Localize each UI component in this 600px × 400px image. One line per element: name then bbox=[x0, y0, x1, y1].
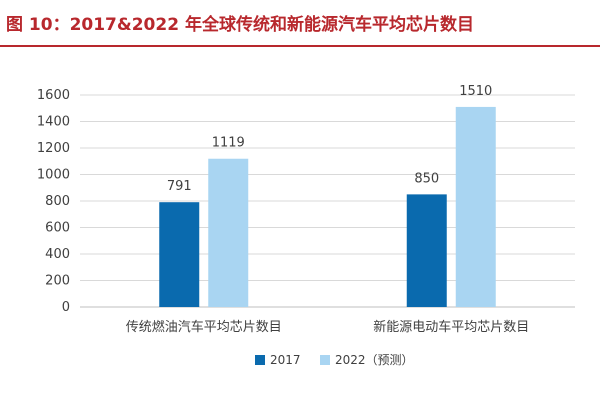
title-divider bbox=[0, 45, 600, 47]
y-tick-label: 1400 bbox=[37, 115, 70, 130]
page-title: 图 10：2017&2022 年全球传统和新能源汽车平均芯片数目 bbox=[6, 15, 474, 35]
data-label: 850 bbox=[414, 171, 439, 186]
data-label: 791 bbox=[167, 179, 192, 194]
data-label: 1119 bbox=[212, 136, 245, 151]
legend: 2017 2022（预测） bbox=[255, 353, 414, 367]
legend-label: 2022（预测） bbox=[335, 353, 414, 367]
data-label: 1510 bbox=[459, 84, 492, 99]
y-tick-label: 400 bbox=[45, 247, 70, 262]
bar bbox=[208, 158, 249, 307]
data-labels: 791 1119 850 1510 bbox=[167, 84, 492, 194]
y-tick-label: 800 bbox=[45, 194, 70, 209]
y-axis-ticks: 0 200 400 600 800 1000 1200 1400 1600 bbox=[37, 88, 70, 315]
y-tick-label: 1600 bbox=[37, 88, 70, 103]
y-tick-label: 1200 bbox=[37, 141, 70, 156]
y-tick-label: 200 bbox=[45, 274, 70, 289]
x-axis-categories: 传统燃油汽车平均芯片数目 新能源电动车平均芯片数目 bbox=[126, 319, 530, 335]
bar bbox=[159, 202, 200, 307]
title-bar: 图 10：2017&2022 年全球传统和新能源汽车平均芯片数目 bbox=[0, 0, 600, 47]
x-category-label: 新能源电动车平均芯片数目 bbox=[373, 319, 529, 335]
x-category-label: 传统燃油汽车平均芯片数目 bbox=[126, 319, 282, 335]
bar bbox=[406, 194, 447, 307]
legend-label: 2017 bbox=[270, 353, 301, 367]
y-tick-label: 0 bbox=[62, 300, 70, 315]
legend-swatch bbox=[320, 355, 330, 365]
legend-swatch bbox=[255, 355, 265, 365]
y-tick-label: 1000 bbox=[37, 168, 70, 183]
bar bbox=[455, 106, 496, 307]
y-tick-label: 600 bbox=[45, 221, 70, 236]
gridlines bbox=[80, 94, 575, 308]
bars bbox=[159, 106, 496, 307]
